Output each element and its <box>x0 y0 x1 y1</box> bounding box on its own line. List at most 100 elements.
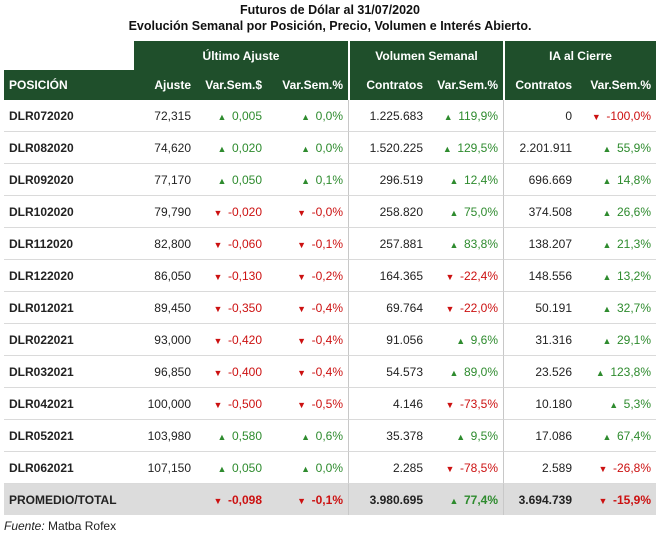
chevron-up-icon: ▲ <box>217 175 227 186</box>
chevron-up-icon: ▲ <box>449 239 459 250</box>
chevron-up-icon: ▲ <box>456 335 466 346</box>
cell-value: -0,130 <box>227 268 262 283</box>
chevron-up-icon: ▲ <box>301 143 311 154</box>
cell-var-sem-pct: ▲ 0,6% <box>267 420 348 452</box>
cell-var-sem-usd: ▼ -0,060 <box>196 228 267 260</box>
cell-value: 67,4% <box>617 428 652 443</box>
cell-posicion: DLR022021 <box>4 324 134 356</box>
cell-value: 0,050 <box>231 172 262 187</box>
table-row: DLR032021 96,850 ▼ -0,400 ▼ -0,4% 54.573 ▲ 89,0%… <box>4 356 657 388</box>
chevron-up-icon: ▲ <box>301 175 311 186</box>
cell-vol-var-sem-pct: ▲ 77,4% <box>428 484 504 515</box>
chevron-up-icon: ▲ <box>217 111 227 122</box>
source-value: Matba Rofex <box>44 519 117 533</box>
chevron-up-icon: ▲ <box>301 431 311 442</box>
column-header-posicion: POSICIÓN <box>4 70 134 100</box>
cell-ia-var-sem-pct: ▲ 13,2% <box>577 260 657 292</box>
chevron-down-icon: ▼ <box>445 463 455 474</box>
cell-ia-var-sem-pct: ▼ -15,9% <box>577 484 657 515</box>
cell-var-sem-usd: ▼ -0,420 <box>196 324 267 356</box>
cell-contratos-ia: 148.556 <box>503 260 578 292</box>
cell-var-sem-usd: ▼ -0,098 <box>196 484 267 515</box>
cell-var-sem-pct: ▼ -0,2% <box>267 260 348 292</box>
cell-value: -0,1% <box>311 236 343 251</box>
column-header-var-sem-pct: Var.Sem.% <box>267 70 348 100</box>
column-header-ia-var-sem-pct: Var.Sem.% <box>577 70 657 100</box>
cell-value: 21,3% <box>617 236 652 251</box>
cell-ajuste: 74,620 <box>134 132 196 164</box>
cell-value: 119,9% <box>458 108 499 123</box>
column-header-row: POSICIÓN Ajuste Var.Sem.$ Var.Sem.% Cont… <box>4 70 657 100</box>
cell-contratos-vol: 35.378 <box>348 420 428 452</box>
chevron-down-icon: ▼ <box>297 399 307 410</box>
cell-value: 9,5% <box>470 428 499 443</box>
cell-value: -0,2% <box>311 268 343 283</box>
cell-ia-var-sem-pct: ▲ 29,1% <box>577 324 657 356</box>
cell-value: -0,060 <box>227 236 262 251</box>
cell-posicion: DLR072020 <box>4 100 134 132</box>
cell-vol-var-sem-pct: ▼ -78,5% <box>428 452 504 484</box>
cell-value: 83,8% <box>463 236 499 251</box>
cell-var-sem-pct: ▼ -0,0% <box>267 196 348 228</box>
cell-value: 0,0% <box>315 460 343 475</box>
report-title: Futuros de Dólar al 31/07/2020 <box>240 3 420 17</box>
cell-value: 55,9% <box>617 140 652 155</box>
chevron-up-icon: ▲ <box>602 335 612 346</box>
cell-value: 12,4% <box>463 172 499 187</box>
cell-value: 32,7% <box>617 300 652 315</box>
cell-contratos-ia: 50.191 <box>503 292 578 324</box>
cell-value: -0,500 <box>227 396 262 411</box>
chevron-up-icon: ▲ <box>449 367 459 378</box>
cell-var-sem-pct: ▲ 0,0% <box>267 452 348 484</box>
cell-contratos-vol: 296.519 <box>348 164 428 196</box>
cell-var-sem-pct: ▲ 0,0% <box>267 100 348 132</box>
cell-value: -0,020 <box>227 204 262 219</box>
chevron-down-icon: ▼ <box>598 495 608 506</box>
table-row: DLR052021 103,980 ▲ 0,580 ▲ 0,6% 35.378 ▲ 9,5% 17… <box>4 420 657 452</box>
cell-var-sem-pct: ▼ -0,1% <box>267 484 348 515</box>
chevron-down-icon: ▼ <box>297 207 307 218</box>
source-label: Fuente: <box>4 519 45 533</box>
cell-value: 0,020 <box>231 140 262 155</box>
chevron-down-icon: ▼ <box>445 399 455 410</box>
group-header-volumen-semanal: Volumen Semanal <box>348 41 504 70</box>
cell-ajuste: 82,800 <box>134 228 196 260</box>
source-note: Fuente: Matba Rofex <box>4 519 116 533</box>
chevron-down-icon: ▼ <box>297 239 307 250</box>
cell-var-sem-usd: ▼ -0,500 <box>196 388 267 420</box>
cell-contratos-vol: 2.285 <box>348 452 428 484</box>
chevron-down-icon: ▼ <box>591 111 601 122</box>
cell-vol-var-sem-pct: ▲ 119,9% <box>428 100 504 132</box>
cell-value: 0,1% <box>315 172 343 187</box>
cell-value: 129,5% <box>457 140 499 155</box>
cell-value: 0,580 <box>231 428 262 443</box>
chevron-down-icon: ▼ <box>213 303 223 314</box>
cell-ajuste <box>134 484 196 515</box>
cell-contratos-ia: 2.589 <box>503 452 578 484</box>
chevron-down-icon: ▼ <box>213 367 223 378</box>
cell-ia-var-sem-pct: ▲ 67,4% <box>577 420 657 452</box>
chevron-up-icon: ▲ <box>217 143 227 154</box>
chevron-up-icon: ▲ <box>449 207 459 218</box>
cell-var-sem-usd: ▲ 0,005 <box>196 100 267 132</box>
cell-var-sem-usd: ▼ -0,020 <box>196 196 267 228</box>
cell-contratos-vol: 258.820 <box>348 196 428 228</box>
cell-var-sem-usd: ▲ 0,050 <box>196 164 267 196</box>
table-row: DLR082020 74,620 ▲ 0,020 ▲ 0,0% 1.520.225 ▲ 129,… <box>4 132 657 164</box>
cell-value: -15,9% <box>613 492 652 507</box>
cell-value: -22,0% <box>459 300 499 315</box>
cell-var-sem-pct: ▼ -0,4% <box>267 292 348 324</box>
cell-posicion: DLR112020 <box>4 228 134 260</box>
cell-contratos-ia: 138.207 <box>503 228 578 260</box>
cell-value: 77,4% <box>463 492 499 507</box>
cell-var-sem-usd: ▼ -0,350 <box>196 292 267 324</box>
chevron-down-icon: ▼ <box>297 271 307 282</box>
cell-ajuste: 107,150 <box>134 452 196 484</box>
cell-value: -0,1% <box>311 492 343 507</box>
cell-vol-var-sem-pct: ▲ 129,5% <box>428 132 504 164</box>
futures-table: Último Ajuste Volumen Semanal IA al Cier… <box>4 41 657 515</box>
table-body: DLR072020 72,315 ▲ 0,005 ▲ 0,0% 1.225.683 ▲ 119,… <box>4 100 657 515</box>
report-subtitle: Evolución Semanal por Posición, Precio, … <box>128 19 532 33</box>
chevron-up-icon: ▲ <box>442 143 452 154</box>
